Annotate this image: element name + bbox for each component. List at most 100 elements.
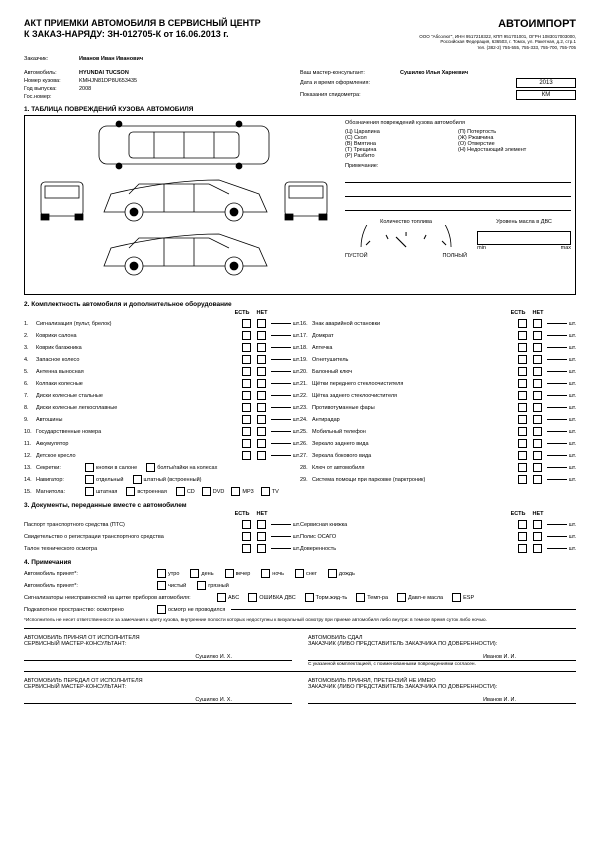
checkbox-no[interactable] xyxy=(533,379,542,388)
qty-field[interactable] xyxy=(271,455,291,456)
checkbox[interactable] xyxy=(190,569,199,578)
checkbox-no[interactable] xyxy=(257,532,266,541)
checkbox[interactable] xyxy=(261,487,270,496)
checkbox-yes[interactable] xyxy=(242,403,251,412)
checkbox-yes[interactable] xyxy=(518,544,527,553)
checkbox-yes[interactable] xyxy=(242,343,251,352)
qty-field[interactable] xyxy=(547,407,567,408)
qty-field[interactable] xyxy=(547,536,567,537)
checkbox-yes[interactable] xyxy=(242,439,251,448)
qty-field[interactable] xyxy=(271,383,291,384)
qty-field[interactable] xyxy=(547,419,567,420)
checkbox-no[interactable] xyxy=(257,355,266,364)
qty-field[interactable] xyxy=(547,467,567,468)
qty-field[interactable] xyxy=(271,548,291,549)
checkbox-yes[interactable] xyxy=(518,439,527,448)
checkbox-no[interactable] xyxy=(257,451,266,460)
checkbox[interactable] xyxy=(202,487,211,496)
checkbox-no[interactable] xyxy=(257,367,266,376)
checkbox-no[interactable] xyxy=(533,415,542,424)
checkbox-no[interactable] xyxy=(533,319,542,328)
qty-field[interactable] xyxy=(271,431,291,432)
checkbox-yes[interactable] xyxy=(242,379,251,388)
checkbox-yes[interactable] xyxy=(242,451,251,460)
qty-field[interactable] xyxy=(547,524,567,525)
qty-field[interactable] xyxy=(271,323,291,324)
checkbox-yes[interactable] xyxy=(242,532,251,541)
checkbox[interactable] xyxy=(85,475,94,484)
checkbox-yes[interactable] xyxy=(518,451,527,460)
signature-line[interactable]: Иванов И. И. xyxy=(308,647,576,661)
checkbox[interactable] xyxy=(146,463,155,472)
qty-field[interactable] xyxy=(547,359,567,360)
checkbox-yes[interactable] xyxy=(242,355,251,364)
qty-field[interactable] xyxy=(271,407,291,408)
qty-field[interactable] xyxy=(271,347,291,348)
checkbox-no[interactable] xyxy=(533,451,542,460)
checkbox[interactable] xyxy=(397,593,406,602)
odometer-box[interactable]: КМ xyxy=(516,90,576,100)
checkbox-yes[interactable] xyxy=(242,427,251,436)
checkbox-no[interactable] xyxy=(533,391,542,400)
checkbox-no[interactable] xyxy=(533,427,542,436)
signature-line[interactable]: Сушилко И. Х. xyxy=(24,647,292,661)
checkbox[interactable] xyxy=(217,593,226,602)
qty-field[interactable] xyxy=(547,335,567,336)
qty-field[interactable] xyxy=(271,395,291,396)
checkbox[interactable] xyxy=(176,487,185,496)
checkbox-no[interactable] xyxy=(533,520,542,529)
checkbox-no[interactable] xyxy=(257,439,266,448)
checkbox-no[interactable] xyxy=(257,544,266,553)
checkbox[interactable] xyxy=(225,569,234,578)
checkbox-no[interactable] xyxy=(533,532,542,541)
checkbox-yes[interactable] xyxy=(518,379,527,388)
checkbox-yes[interactable] xyxy=(518,463,527,472)
checkbox-no[interactable] xyxy=(257,331,266,340)
checkbox-no[interactable] xyxy=(257,379,266,388)
checkbox-no[interactable] xyxy=(533,439,542,448)
checkbox[interactable] xyxy=(231,487,240,496)
checkbox-yes[interactable] xyxy=(518,475,527,484)
checkbox[interactable] xyxy=(295,569,304,578)
checkbox-no[interactable] xyxy=(533,367,542,376)
qty-field[interactable] xyxy=(271,524,291,525)
qty-field[interactable] xyxy=(547,479,567,480)
checkbox-yes[interactable] xyxy=(242,319,251,328)
checkbox[interactable] xyxy=(133,475,142,484)
checkbox-no[interactable] xyxy=(533,403,542,412)
qty-field[interactable] xyxy=(547,431,567,432)
checkbox[interactable] xyxy=(157,605,166,614)
checkbox[interactable] xyxy=(85,487,94,496)
checkbox-yes[interactable] xyxy=(242,544,251,553)
qty-field[interactable] xyxy=(271,371,291,372)
qty-field[interactable] xyxy=(547,443,567,444)
checkbox-no[interactable] xyxy=(257,427,266,436)
checkbox-yes[interactable] xyxy=(242,367,251,376)
checkbox-no[interactable] xyxy=(533,331,542,340)
checkbox[interactable] xyxy=(157,581,166,590)
checkbox-yes[interactable] xyxy=(242,520,251,529)
checkbox-yes[interactable] xyxy=(518,355,527,364)
date-box[interactable]: 2013 xyxy=(516,78,576,88)
checkbox[interactable] xyxy=(356,593,365,602)
signature-line[interactable]: Иванов И. И. xyxy=(308,690,576,704)
checkbox-no[interactable] xyxy=(533,475,542,484)
qty-field[interactable] xyxy=(547,371,567,372)
qty-field[interactable] xyxy=(271,335,291,336)
checkbox[interactable] xyxy=(261,569,270,578)
qty-field[interactable] xyxy=(547,323,567,324)
checkbox-no[interactable] xyxy=(533,355,542,364)
checkbox[interactable] xyxy=(197,581,206,590)
checkbox-yes[interactable] xyxy=(242,331,251,340)
checkbox-yes[interactable] xyxy=(518,415,527,424)
checkbox-no[interactable] xyxy=(257,415,266,424)
qty-field[interactable] xyxy=(271,359,291,360)
qty-field[interactable] xyxy=(547,347,567,348)
checkbox[interactable] xyxy=(248,593,257,602)
checkbox-yes[interactable] xyxy=(518,520,527,529)
checkbox[interactable] xyxy=(85,463,94,472)
oil-level-bar[interactable] xyxy=(477,231,571,245)
checkbox-yes[interactable] xyxy=(518,367,527,376)
checkbox-no[interactable] xyxy=(257,319,266,328)
checkbox-no[interactable] xyxy=(533,343,542,352)
